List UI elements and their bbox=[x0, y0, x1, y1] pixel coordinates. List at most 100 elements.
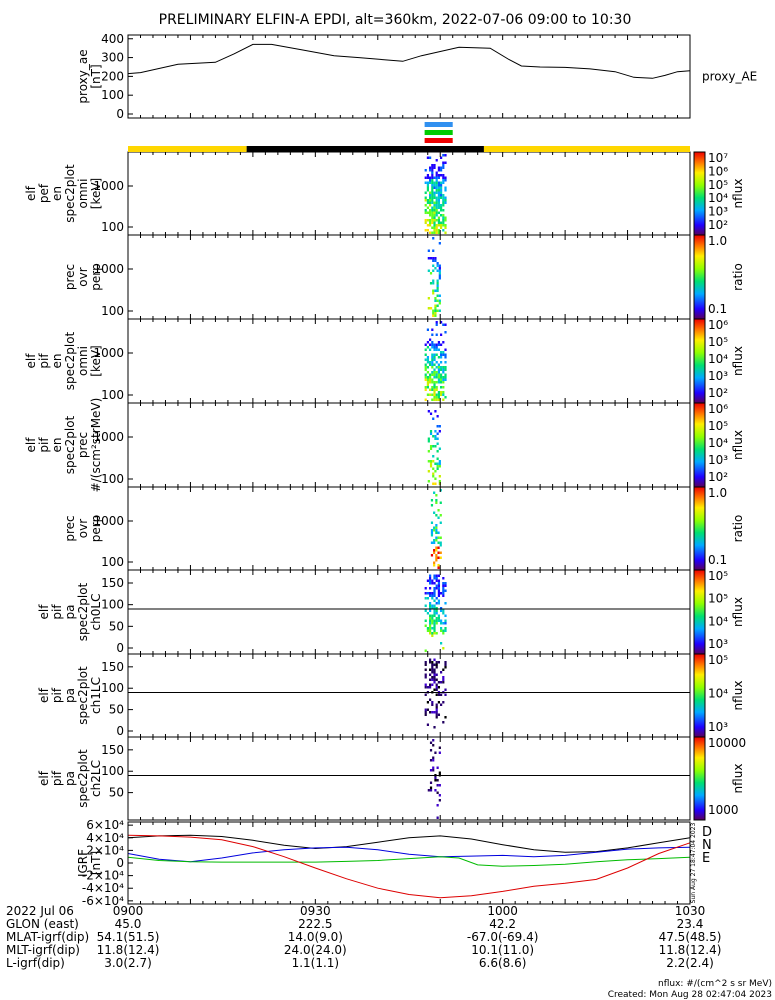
prec_ovr_perp_2-cell bbox=[430, 504, 434, 507]
elf_pif_en_spec2plot_omni-cell bbox=[424, 388, 427, 391]
prec_ovr_perp-cell bbox=[436, 282, 439, 285]
elf_pif_en_spec2plot_omni-cell bbox=[435, 348, 438, 351]
elf_pef_en_spec2plot_omni-cell bbox=[431, 211, 434, 214]
prec_ovr_perp-colorbar-label: ratio bbox=[731, 263, 745, 291]
prec_ovr_perp-cell bbox=[436, 262, 439, 265]
elf_pif_en_spec2plot_omni-cell bbox=[429, 381, 432, 384]
elf_pif_en_spec2plot_omni-ytick-label: 100 bbox=[101, 388, 124, 402]
elf_pef_en_spec2plot_omni-cell bbox=[433, 214, 436, 217]
elf_pef_en_spec2plot_omni-cell bbox=[429, 169, 432, 172]
elf_pef_en_spec2plot_omni-cell bbox=[433, 166, 436, 169]
elf_pif_pa_spec2plot_ch0LC-cell bbox=[444, 584, 447, 587]
elf_pif_pa_spec2plot_ch1LC-cell bbox=[435, 711, 438, 714]
prec_ovr_perp-colorbar-tick: 0.1 bbox=[708, 302, 727, 316]
ephemeris-value: 11.8(12.4) bbox=[659, 943, 722, 957]
ephemeris-value: 10.1(11.0) bbox=[471, 943, 534, 957]
prec_ovr_perp_2-colorbar-tick: 0.1 bbox=[708, 553, 727, 567]
elf_pif_en_spec2plot_omni-cell bbox=[437, 373, 441, 376]
elf_pef_en_spec2plot_omni-cell bbox=[442, 166, 445, 169]
elf_pif_en_spec2plot_prec-ylabel-line: elf bbox=[24, 437, 38, 453]
elf_pef_en_spec2plot_omni-colorbar-tick: 10³ bbox=[708, 205, 728, 219]
elf_pif_pa_spec2plot_ch1LC-cell bbox=[437, 686, 441, 689]
elf_pif_pa_spec2plot_ch2LC-cell bbox=[429, 781, 433, 784]
IGRF-ytick-label: 2×10⁴ bbox=[86, 843, 124, 857]
elf_pif_pa_spec2plot_ch0LC-cell bbox=[435, 617, 438, 620]
elf_pif_pa_spec2plot_ch2LC-cell bbox=[438, 799, 441, 802]
prec_ovr_perp-ylabel-line: prec bbox=[63, 264, 77, 290]
elf_pif_en_spec2plot_omni-cell bbox=[433, 371, 436, 374]
elf_pif_pa_spec2plot_ch0LC-cell bbox=[440, 629, 443, 632]
elf_pef_en_spec2plot_omni-cell bbox=[426, 206, 430, 209]
elf_pif_pa_spec2plot_ch1LC-ylabel-line: pa bbox=[63, 688, 77, 703]
elf_pef_en_spec2plot_omni-cell bbox=[431, 181, 434, 184]
elf_pif_pa_spec2plot_ch0LC-cell bbox=[424, 604, 427, 607]
elf_pef_en_spec2plot_omni-cell bbox=[442, 199, 445, 202]
elf_pef_en_spec2plot_omni-cell bbox=[442, 174, 445, 177]
elf_pif_pa_spec2plot_ch1LC-cell bbox=[429, 678, 432, 681]
prec_ovr_perp_2-cell bbox=[437, 556, 440, 559]
elf_pef_en_spec2plot_omni-cell bbox=[437, 219, 441, 222]
panel-prec_ovr_perp: 100 1000 0.1 1.0 ratio precovrperp bbox=[63, 234, 745, 320]
prec_ovr_perp_2-cell bbox=[439, 489, 442, 492]
elf_pif_pa_spec2plot_ch1LC-cell bbox=[429, 698, 432, 701]
elf_pef_en_spec2plot_omni-cell bbox=[426, 181, 430, 184]
prec_ovr_perp-cell bbox=[432, 264, 435, 267]
elf_pef_en_spec2plot_omni-cell bbox=[442, 179, 445, 182]
elf_pif_en_spec2plot_omni-cell bbox=[433, 393, 436, 396]
elf_pif_en_spec2plot_omni-cell bbox=[424, 366, 427, 369]
elf_pif_pa_spec2plot_ch0LC-cell bbox=[440, 642, 443, 645]
elf_pif_en_spec2plot_prec-cell bbox=[434, 430, 437, 433]
elf_pif_en_spec2plot_prec-cell bbox=[438, 480, 441, 483]
elf_pef_en_spec2plot_omni-cell bbox=[440, 204, 443, 207]
elf_pif_en_spec2plot_omni-cell bbox=[437, 398, 441, 401]
elf_pef_en_spec2plot_omni-cell bbox=[440, 156, 443, 159]
elf_pif_en_spec2plot_omni-cell bbox=[433, 343, 436, 346]
elf_pif_en_spec2plot_omni-cell bbox=[435, 396, 438, 399]
prec_ovr_perp-ytick-label: 1000 bbox=[93, 262, 124, 276]
prec_ovr_perp-cell bbox=[436, 284, 439, 287]
elf_pif_pa_spec2plot_ch0LC-cell bbox=[433, 619, 436, 622]
elf_pif_en_spec2plot_omni-ylabel-line: [keV] bbox=[89, 345, 103, 376]
elf_pif_pa_spec2plot_ch2LC-cell bbox=[434, 776, 437, 779]
elf_pif_pa_spec2plot_ch2LC-cell bbox=[438, 746, 441, 749]
elf_pif_pa_spec2plot_ch0LC-cell bbox=[437, 589, 441, 592]
prec_ovr_perp_2-colorbar-label: ratio bbox=[731, 515, 745, 543]
elf_pif_pa_spec2plot_ch0LC-cell bbox=[431, 594, 434, 597]
elf_pif_pa_spec2plot_ch1LC-cell bbox=[435, 703, 438, 706]
elf_pif_pa_spec2plot_ch0LC-cell bbox=[433, 589, 436, 592]
elf_pef_en_spec2plot_omni-cell bbox=[442, 219, 445, 222]
elf_pif_pa_spec2plot_ch1LC-cell bbox=[429, 673, 432, 676]
elf_pef_en_spec2plot_omni-cell bbox=[442, 201, 445, 204]
elf_pif_pa_spec2plot_ch0LC-cell bbox=[440, 592, 443, 595]
elf_pif_pa_spec2plot_ch1LC-cell bbox=[431, 683, 434, 686]
elf_pif_pa_spec2plot_ch2LC-cell bbox=[427, 789, 430, 792]
elf_pif_pa_spec2plot_ch2LC-cell bbox=[438, 784, 441, 787]
elf_pif_en_spec2plot_omni-cell bbox=[431, 346, 434, 349]
elf_pif_en_spec2plot_omni-cell bbox=[440, 386, 443, 389]
elf_pif_pa_spec2plot_ch0LC-cell bbox=[426, 612, 430, 615]
elf_pef_en_spec2plot_omni-cell bbox=[437, 194, 441, 197]
elf_pif_en_spec2plot_omni-cell bbox=[442, 378, 445, 381]
elf_pif_en_spec2plot_omni-cell bbox=[442, 351, 445, 354]
elf_pef_en_spec2plot_omni-cell bbox=[440, 194, 443, 197]
elf_pef_en_spec2plot_omni-cell bbox=[435, 159, 438, 162]
elf_pif_en_spec2plot_omni-cell bbox=[440, 353, 443, 356]
elf_pif_en_spec2plot_omni-cell bbox=[440, 351, 443, 354]
elf_pif_pa_spec2plot_ch0LC-cell bbox=[424, 597, 427, 600]
elf_pef_en_spec2plot_omni-cell bbox=[424, 221, 427, 224]
elf_pif_pa_spec2plot_ch2LC-cell bbox=[432, 769, 435, 772]
elf_pif_en_spec2plot_omni-cell bbox=[429, 348, 432, 351]
elf_pef_en_spec2plot_omni-cell bbox=[440, 214, 443, 217]
elf_pif_pa_spec2plot_ch2LC-colorbar bbox=[694, 737, 705, 820]
elf_pif_en_spec2plot_omni-cell bbox=[435, 393, 438, 396]
elf_pif_en_spec2plot_omni-cell bbox=[431, 371, 434, 374]
prec_ovr_perp_2-cell bbox=[435, 524, 438, 527]
prec_ovr_perp-cell bbox=[434, 299, 437, 302]
prec_ovr_perp_2-cell bbox=[439, 501, 442, 504]
prec_ovr_perp-cell bbox=[432, 237, 435, 240]
elf_pef_en_spec2plot_omni-cell bbox=[433, 164, 436, 167]
prec_ovr_perp-cell bbox=[427, 307, 430, 310]
elf_pif_pa_spec2plot_ch0LC-cell bbox=[429, 604, 432, 607]
elf_pif_pa_spec2plot_ch1LC-cell bbox=[444, 663, 447, 666]
elf_pef_en_spec2plot_omni-cell bbox=[426, 224, 430, 227]
